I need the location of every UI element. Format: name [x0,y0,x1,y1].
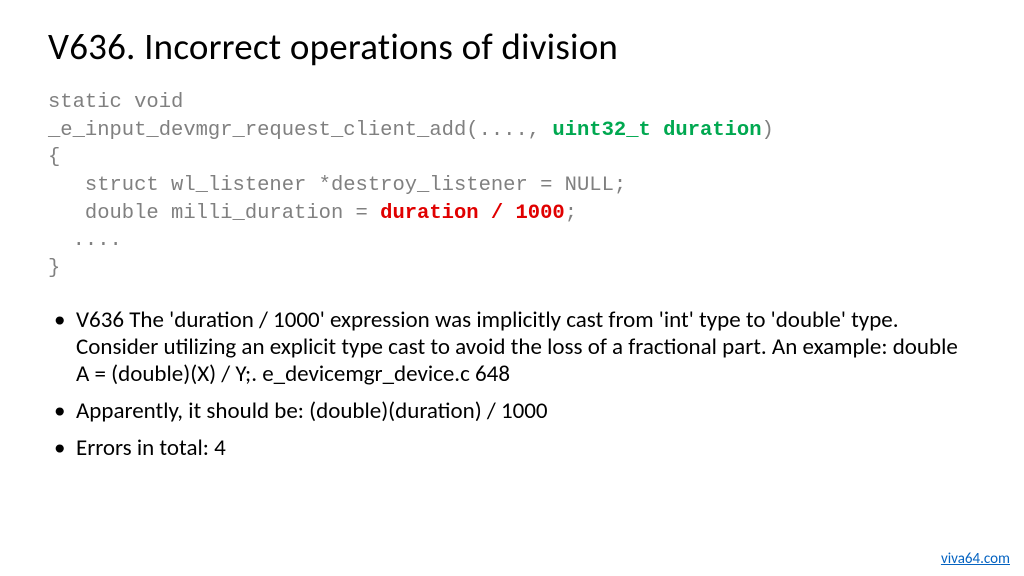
bullet-list: V636 The 'duration / 1000' expression wa… [48,307,976,463]
footer-link[interactable]: viva64.com [941,550,1010,568]
slide-title: V636. Incorrect operations of division [48,24,976,69]
bullet-item: Errors in total: 4 [72,435,976,462]
code-line-5b: ; [565,202,577,225]
code-line-2b: ) [762,119,774,142]
code-line-3: { [48,146,60,169]
code-line-1: static void [48,91,183,114]
code-highlight-error: duration / 1000 [380,202,565,225]
code-line-4: struct wl_listener *destroy_listener = N… [48,174,626,197]
code-line-2a: _e_input_devmgr_request_client_add(...., [48,119,552,142]
code-line-5a: double milli_duration = [48,202,380,225]
bullet-item: V636 The 'duration / 1000' expression wa… [72,307,976,388]
code-line-6: .... [48,229,122,252]
code-highlight-param: uint32_t duration [552,119,761,142]
bullet-item: Apparently, it should be: (double)(durat… [72,398,976,425]
code-block: static void _e_input_devmgr_request_clie… [48,89,976,283]
code-line-7: } [48,257,60,280]
